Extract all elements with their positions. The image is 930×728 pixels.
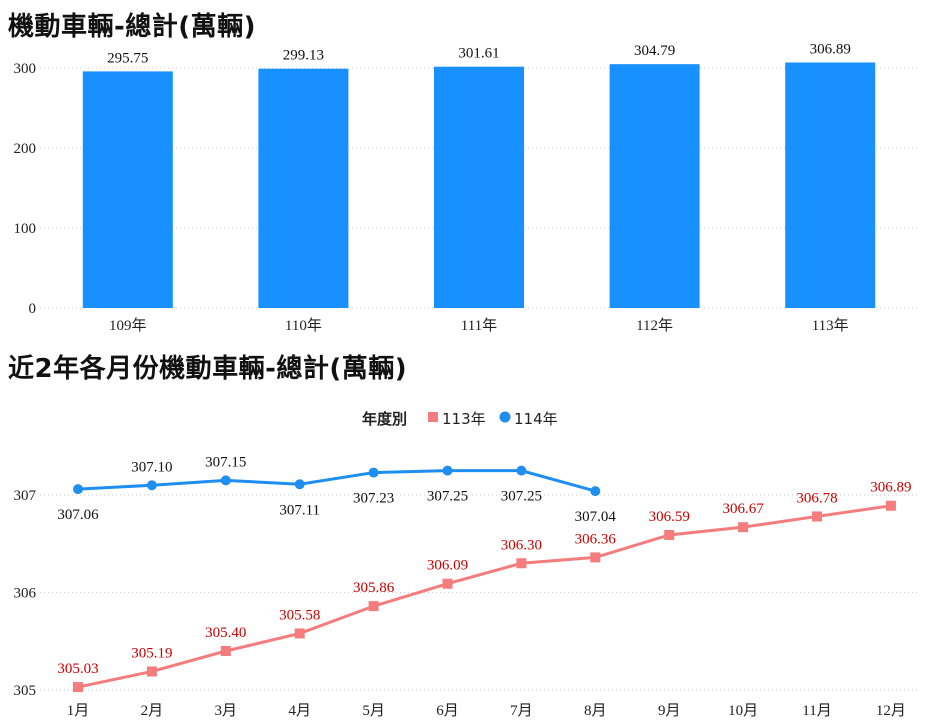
series-113-point <box>442 578 453 589</box>
x-tick-label: 2月 <box>141 703 164 719</box>
bar <box>609 64 700 308</box>
series-113-label: 305.58 <box>279 607 320 623</box>
series-113-point <box>590 552 601 563</box>
series-114-point <box>220 475 231 486</box>
series-114-label: 307.15 <box>205 454 246 470</box>
series-114-point <box>294 479 305 490</box>
legend-label-113: 113年 <box>442 410 486 428</box>
bar-chart-title: 機動車輛-總計(萬輛) <box>8 12 257 42</box>
series-113-label: 306.67 <box>722 501 764 517</box>
x-tick-label: 10月 <box>728 703 758 719</box>
x-tick-label: 109年 <box>109 317 147 334</box>
y-tick-label: 307 <box>14 488 37 504</box>
series-113-point <box>73 682 83 693</box>
x-tick-label: 113年 <box>812 317 849 334</box>
series-113-label: 305.19 <box>131 645 172 661</box>
y-tick-label: 305 <box>14 683 37 699</box>
series-113-point <box>738 522 749 533</box>
series-114-label: 307.23 <box>353 491 394 507</box>
y-tick-label: 200 <box>14 141 37 157</box>
x-tick-label: 5月 <box>362 703 385 719</box>
series-113-point <box>220 646 231 656</box>
bar-value-label: 304.79 <box>634 43 675 59</box>
x-tick-label: 112年 <box>636 317 673 334</box>
series-113-label: 305.03 <box>57 661 98 677</box>
x-tick-label: 111年 <box>461 317 497 334</box>
x-tick-label: 6月 <box>436 703 459 719</box>
series-114-label: 307.25 <box>501 489 542 505</box>
line-chart-title: 近2年各月份機動車輛-總計(萬輛) <box>8 354 408 384</box>
legend-label-114: 114年 <box>514 410 558 428</box>
series-113-line <box>77 504 892 689</box>
series-114-label: 307.11 <box>279 502 320 518</box>
bar <box>258 68 349 308</box>
series-114-point <box>442 465 453 476</box>
series-113-point <box>664 529 675 540</box>
bar <box>434 66 524 308</box>
series-113-point <box>885 500 896 511</box>
y-tick-label: 306 <box>14 586 37 602</box>
series-113-label: 306.89 <box>870 480 911 496</box>
series-113-label: 306.30 <box>501 537 542 553</box>
bar-value-label: 295.75 <box>107 50 148 66</box>
series-114-label: 307.10 <box>131 459 172 475</box>
series-114-point <box>590 486 601 497</box>
legend-marker-113 <box>428 412 438 422</box>
y-tick-label: 0 <box>29 301 37 317</box>
x-tick-label: 9月 <box>658 703 681 719</box>
series-113-label: 306.59 <box>649 509 690 525</box>
series-114-label: 307.06 <box>57 507 99 523</box>
series-114-label: 307.25 <box>427 489 468 505</box>
x-tick-label: 4月 <box>288 703 311 719</box>
series-113-point <box>368 601 379 612</box>
series-113-label: 305.40 <box>205 625 246 641</box>
bar-value-label: 306.89 <box>810 41 851 57</box>
series-113-point <box>294 628 305 639</box>
x-tick-label: 3月 <box>215 703 238 719</box>
x-tick-label: 7月 <box>510 703 533 719</box>
series-114-point <box>73 484 83 495</box>
bar-chart: 0 100 200 300 295.75 109年 299.13 110年 301.61 111年… <box>14 41 918 334</box>
x-tick-label: 1月 <box>67 703 90 719</box>
x-tick-label: 110年 <box>285 317 322 334</box>
series-114-line <box>77 469 596 493</box>
x-tick-label: 8月 <box>584 703 607 719</box>
series-113-label: 305.86 <box>353 580 395 596</box>
bar-value-label: 299.13 <box>283 48 324 64</box>
series-114-label: 307.04 <box>575 509 617 525</box>
series-113-label: 306.09 <box>427 558 468 574</box>
y-tick-label: 100 <box>14 221 37 237</box>
bar-value-label: 301.61 <box>458 46 499 62</box>
series-113-point <box>516 558 527 569</box>
series-113-label: 306.36 <box>575 531 617 547</box>
series-113-label: 306.78 <box>796 490 837 506</box>
bar <box>82 71 173 309</box>
legend-marker-114 <box>499 411 511 423</box>
x-tick-label: 12月 <box>876 703 906 719</box>
y-tick-label: 300 <box>14 61 37 77</box>
series-114-point <box>368 467 379 478</box>
x-tick-label: 11月 <box>802 703 831 719</box>
series-114-point <box>146 480 157 491</box>
bar <box>785 62 876 308</box>
series-113-point <box>146 666 157 677</box>
series-114-point <box>516 465 527 476</box>
legend: 年度別 113年 114年 <box>362 410 558 428</box>
legend-title: 年度別 <box>362 410 407 428</box>
series-113-point <box>812 511 822 522</box>
